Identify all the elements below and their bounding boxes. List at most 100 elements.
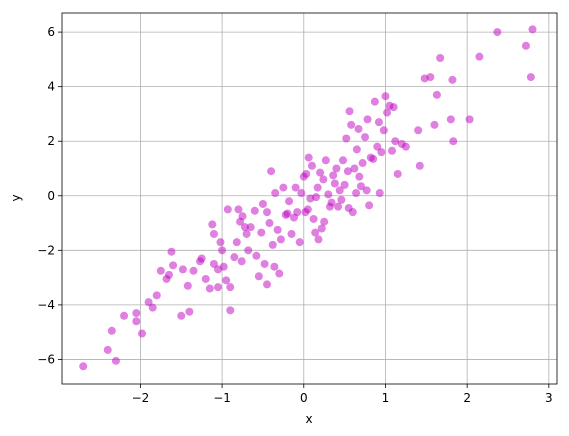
point [356, 182, 365, 191]
point [327, 198, 336, 207]
point [250, 206, 259, 215]
point [379, 126, 388, 135]
point [293, 208, 302, 217]
x-tick-label: −2 [132, 391, 150, 405]
point [209, 229, 218, 238]
point [348, 208, 357, 217]
point [209, 259, 218, 268]
point [448, 75, 457, 84]
point [317, 224, 326, 233]
x-tick-label: 3 [545, 391, 553, 405]
point [521, 41, 530, 50]
point [373, 142, 382, 151]
point [111, 356, 120, 365]
point [335, 186, 344, 195]
point [177, 311, 186, 320]
point [374, 118, 383, 127]
point [165, 270, 174, 279]
point [430, 120, 439, 129]
point [295, 238, 304, 247]
point [493, 28, 502, 37]
point [446, 115, 455, 124]
point [167, 247, 176, 256]
point [240, 223, 249, 232]
point [238, 212, 247, 221]
point [426, 73, 435, 82]
point [320, 217, 329, 226]
point [226, 283, 235, 292]
point [343, 167, 352, 176]
point [258, 199, 267, 208]
point [337, 195, 346, 204]
y-tick-label: 0 [47, 189, 55, 203]
point [449, 137, 458, 146]
point [283, 209, 292, 218]
point [189, 266, 198, 275]
point [307, 161, 316, 170]
y-axis-label: y [9, 194, 23, 201]
point [401, 142, 410, 151]
point [265, 219, 274, 228]
point [132, 309, 141, 318]
point [230, 253, 239, 262]
point [275, 269, 284, 278]
point [263, 208, 272, 217]
point [79, 362, 88, 371]
point [391, 137, 400, 146]
point [197, 254, 206, 263]
point [268, 240, 277, 249]
y-tick-label: 6 [47, 25, 55, 39]
point [156, 266, 165, 275]
point [267, 167, 276, 176]
point [271, 189, 280, 198]
point [370, 97, 379, 106]
point [414, 126, 423, 135]
point [345, 107, 354, 116]
point [361, 133, 370, 142]
point [214, 283, 223, 292]
point [285, 197, 294, 206]
point [352, 145, 361, 154]
point [226, 306, 235, 315]
y-tick-label: −2 [37, 243, 55, 257]
point [219, 262, 228, 271]
point [312, 193, 321, 202]
point [475, 52, 484, 61]
point [232, 238, 241, 247]
point [297, 189, 306, 198]
point [347, 120, 356, 129]
point [222, 276, 231, 285]
point [362, 186, 371, 195]
point [183, 281, 192, 290]
point [178, 265, 187, 274]
y-tick-label: −4 [37, 298, 55, 312]
point [120, 311, 129, 320]
point [276, 235, 285, 244]
point [223, 205, 232, 214]
point [321, 156, 330, 165]
x-tick-label: 1 [382, 391, 390, 405]
point [144, 298, 153, 307]
point [526, 73, 535, 82]
x-axis-label: x [305, 412, 312, 426]
point [354, 124, 363, 133]
point [388, 146, 396, 155]
point [237, 257, 246, 266]
point [148, 303, 157, 312]
point [393, 169, 402, 178]
point [363, 115, 372, 124]
point [304, 153, 313, 162]
point [329, 171, 338, 180]
point [342, 134, 351, 143]
point [254, 272, 263, 281]
point [309, 214, 318, 223]
point [103, 345, 112, 354]
point [263, 280, 272, 289]
point [319, 175, 328, 184]
point [389, 103, 398, 112]
point [152, 291, 161, 300]
point [208, 220, 217, 229]
point [316, 168, 325, 177]
point [352, 189, 361, 198]
